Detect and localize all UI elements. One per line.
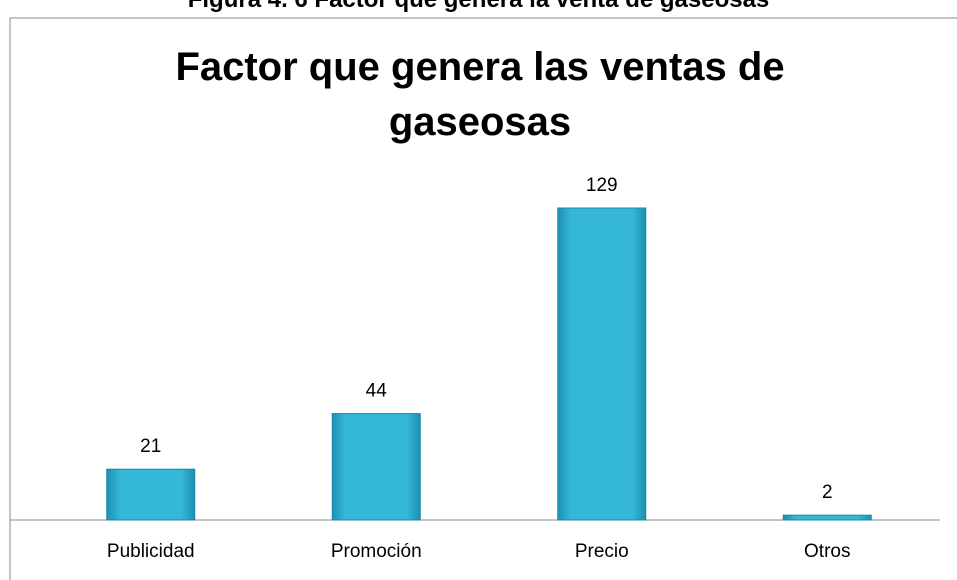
data-label: 2 (822, 482, 833, 503)
x-tick-label: Promoción (331, 541, 422, 562)
bar (782, 514, 872, 521)
bar (331, 413, 421, 521)
data-label: 44 (366, 381, 388, 402)
x-tick-label: Precio (575, 541, 629, 562)
bar (106, 468, 196, 521)
x-tick-label: Otros (804, 541, 850, 562)
data-label: 21 (140, 436, 161, 457)
data-label: 129 (586, 175, 618, 196)
bar (557, 207, 647, 521)
x-tick-label: Publicidad (107, 541, 195, 562)
caption: Figura 4. 6 Factor que genera la venta d… (0, 0, 957, 14)
chart-title: Factor que genera las ventas de gaseosas (175, 45, 785, 144)
chart-border (9, 17, 957, 580)
